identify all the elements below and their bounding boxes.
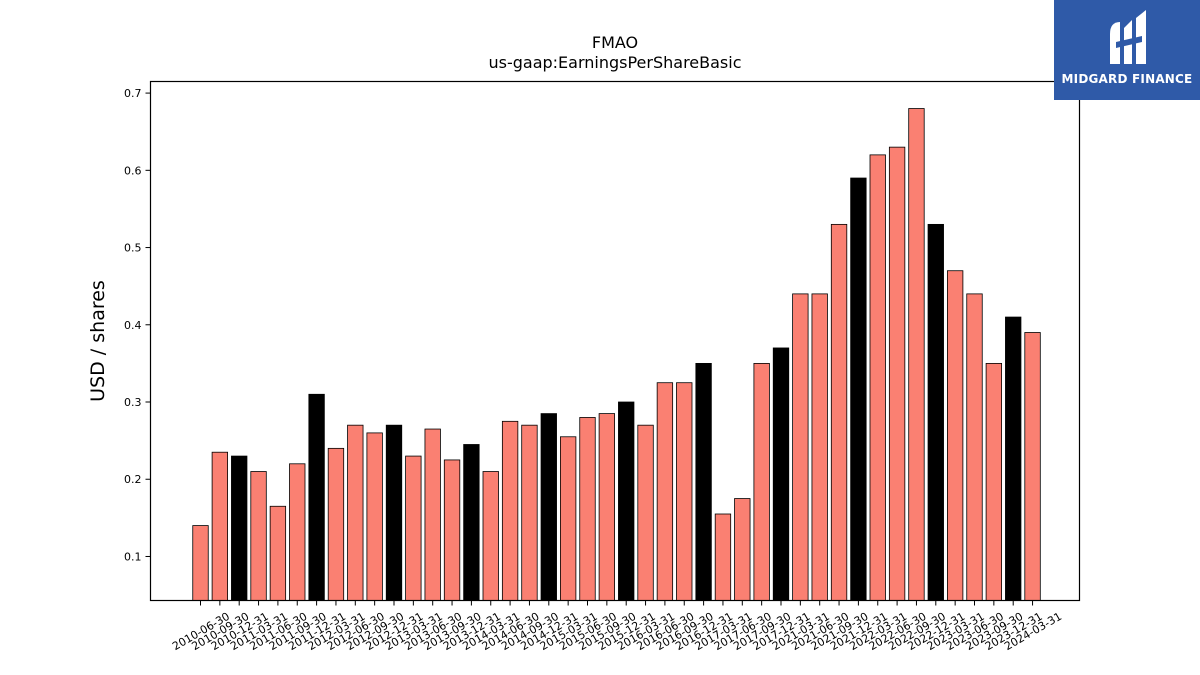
- chart-subtitle: us-gaap:EarningsPerShareBasic: [488, 53, 741, 72]
- bar-2012-09-30: [366, 432, 383, 601]
- bar-2021-03-31: [792, 293, 809, 601]
- bar-2015-06-30: [579, 417, 596, 601]
- bar-2011-03-31: [250, 471, 267, 601]
- y-tick-label: 0.6: [124, 164, 142, 177]
- y-tick-label: 0.7: [124, 87, 142, 100]
- bar-2022-06-30: [888, 146, 906, 601]
- bar-2023-09-30: [985, 362, 1002, 601]
- bar-2023-03-31: [947, 270, 964, 601]
- bar-2012-06-30: [347, 424, 364, 601]
- bar-2014-12-31: [540, 413, 557, 601]
- bar-2022-03-31: [869, 154, 886, 601]
- y-tick-label: 0.4: [124, 319, 142, 332]
- bar-2022-12-31: [927, 223, 944, 601]
- bar-2022-09-30: [908, 108, 925, 601]
- bars-group: [192, 108, 1041, 601]
- bar-2014-03-31: [482, 471, 499, 601]
- bar-2021-09-30: [830, 223, 848, 601]
- bar-2023-12-31: [1005, 316, 1022, 601]
- chart-title: FMAO: [592, 33, 638, 52]
- x-axis: 2010-06-302010-09-302010-12-312011-03-31…: [170, 600, 1064, 653]
- bar-2014-09-30: [521, 424, 538, 601]
- bar-2013-06-30: [424, 428, 441, 601]
- y-tick-label: 0.1: [124, 550, 142, 563]
- bar-2021-12-31: [850, 177, 867, 601]
- bar-2016-06-30: [656, 382, 674, 601]
- bar-2013-12-31: [463, 444, 480, 601]
- bar-2013-09-30: [443, 459, 461, 601]
- bar-2012-12-31: [385, 424, 403, 601]
- bar-2011-12-31: [308, 393, 325, 601]
- bar-2016-09-30: [676, 382, 693, 601]
- bar-2011-06-30: [269, 505, 287, 601]
- bar-2015-12-31: [618, 401, 635, 601]
- y-tick-label: 0.2: [124, 473, 142, 486]
- bar-2023-06-30: [966, 293, 983, 601]
- bar-2014-06-30: [501, 420, 519, 601]
- y-tick-label: 0.5: [124, 242, 142, 255]
- bar-2024-03-31: [1024, 332, 1041, 601]
- bar-2010-09-30: [211, 451, 229, 601]
- midgard-logo-icon: [1110, 10, 1146, 64]
- bar-2017-06-30: [734, 498, 751, 601]
- y-tick-label: 0.3: [124, 396, 142, 409]
- bar-2010-12-31: [231, 455, 248, 601]
- bar-2016-12-31: [695, 362, 712, 601]
- bar-2010-06-30: [192, 525, 209, 601]
- bar-2015-03-31: [560, 436, 577, 601]
- bar-2015-09-30: [598, 413, 615, 601]
- y-axis: 0.1 0.2 0.3 0.4 0.5 0.6 0.7: [124, 87, 151, 563]
- y-axis-label: USD / shares: [87, 280, 109, 402]
- bar-2012-03-31: [327, 447, 345, 601]
- bar-2017-12-31: [772, 347, 790, 601]
- brand-name: MIDGARD FINANCE: [1061, 72, 1193, 86]
- bar-2011-09-30: [289, 463, 306, 601]
- plot-frame: [149, 80, 1081, 602]
- bar-2016-03-31: [637, 424, 654, 601]
- brand-logo: MIDGARD FINANCE: [1054, 0, 1200, 100]
- bar-2013-03-31: [405, 455, 422, 601]
- bar-2017-03-31: [714, 513, 732, 601]
- bar-2021-06-30: [811, 293, 828, 601]
- bar-2017-09-30: [753, 362, 770, 601]
